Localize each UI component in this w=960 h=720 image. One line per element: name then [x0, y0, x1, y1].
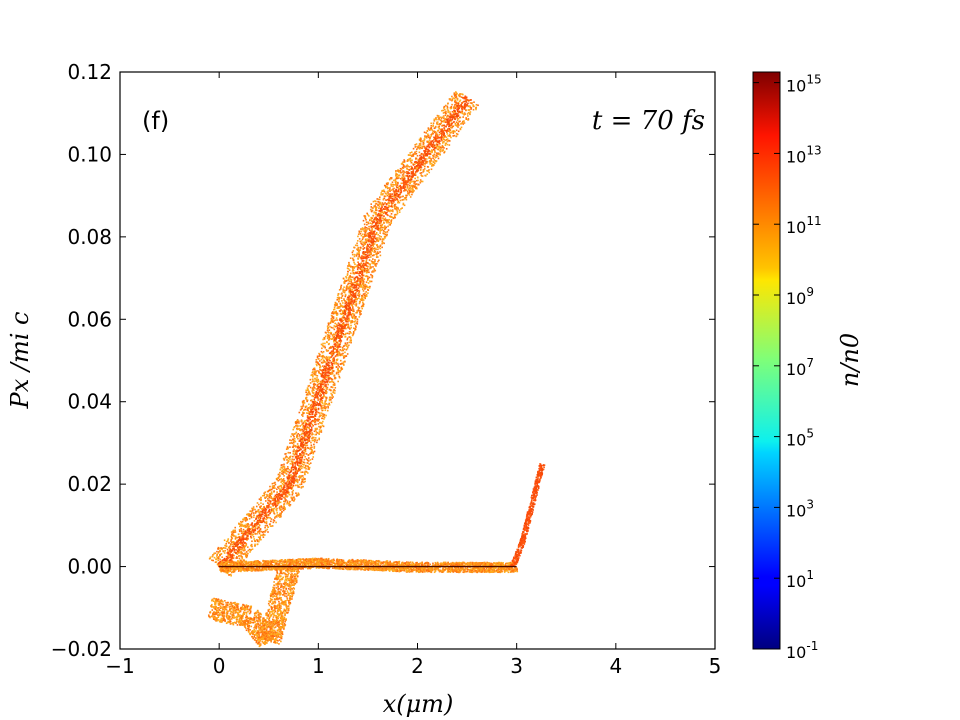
rising-ion-front-core: [217, 95, 472, 568]
y-tick-label: −0.02: [51, 637, 112, 661]
y-tick-label: 0.00: [67, 555, 112, 579]
colorbar-ticks: 10-1 101 103 105 107 109 1011 1013 1015: [753, 73, 822, 662]
colorbar-tick-label: 1013: [786, 143, 822, 166]
colorbar-tick-label: 101: [786, 568, 814, 591]
colorbar-tick-label: 10-1: [786, 639, 818, 662]
backward-ion-spray: [207, 564, 300, 648]
y-tick-label: 0.02: [67, 472, 112, 496]
y-axis-label: Px /mi c: [6, 312, 34, 410]
colorbar-label: n/n0: [836, 333, 864, 387]
x-tick-label: −1: [105, 654, 134, 678]
colorbar-tick-label: 1015: [786, 73, 822, 96]
colorbar-tick-label: 103: [786, 497, 814, 520]
x-axis-label: x(μm): [383, 690, 454, 718]
time-annotation: t = 70 fs: [592, 106, 705, 136]
colorbar: [752, 71, 781, 650]
rear-surface-ions: [509, 463, 546, 568]
colorbar-tick-label: 107: [786, 356, 814, 379]
y-tick-label: 0.06: [67, 307, 112, 331]
x-tick-label: 2: [411, 654, 424, 678]
colorbar-tick-label: 105: [786, 427, 814, 450]
x-tick-label: 3: [510, 654, 523, 678]
scatter-data: [207, 91, 546, 648]
panel-label: (f): [142, 107, 169, 135]
y-tick-label: 0.04: [67, 390, 112, 414]
plateau-band: [219, 557, 519, 574]
x-axis-ticks: −1 0 1 2 3 4 5: [105, 72, 721, 678]
y-tick-label: 0.10: [67, 142, 112, 166]
x-tick-label: 1: [312, 654, 325, 678]
x-tick-label: 4: [609, 654, 622, 678]
y-axis-ticks: −0.02 0.00 0.02 0.04 0.06 0.08 0.10 0.12: [51, 60, 715, 661]
x-tick-label: 0: [213, 654, 226, 678]
y-tick-label: 0.12: [67, 60, 112, 84]
colorbar-tick-label: 109: [786, 285, 814, 308]
colorbar-tick-label: 1011: [786, 214, 822, 237]
y-tick-label: 0.08: [67, 225, 112, 249]
x-tick-label: 5: [709, 654, 722, 678]
